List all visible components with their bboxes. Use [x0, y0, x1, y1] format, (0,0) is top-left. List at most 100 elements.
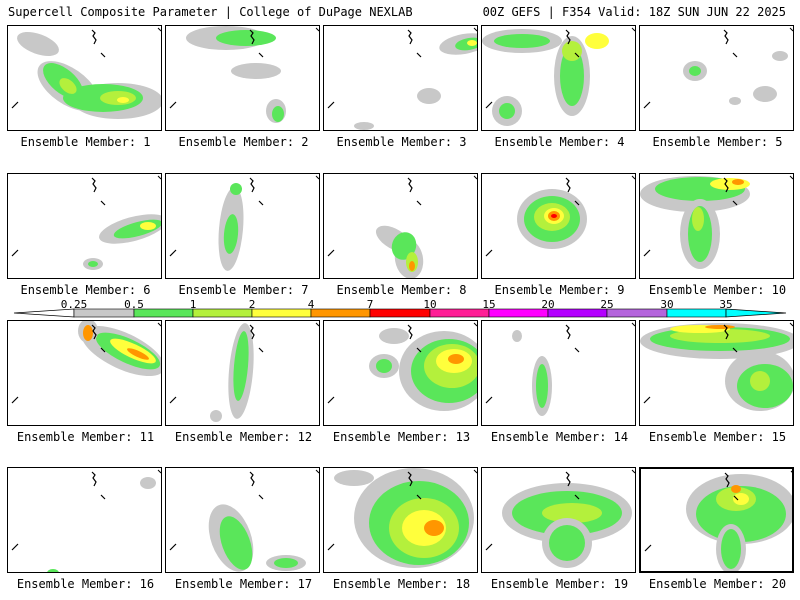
scp-contour: [409, 261, 415, 271]
ensemble-member-panel-4: [481, 25, 636, 131]
scp-contour: [233, 331, 249, 401]
ensemble-member-panel-9: [481, 173, 636, 279]
ensemble-member-panel-8: [323, 173, 478, 279]
scp-field-map-17: [169, 469, 319, 572]
scp-contour: [536, 364, 548, 408]
scp-contour: [732, 179, 744, 185]
ensemble-member-caption-14: Ensemble Member: 14: [490, 430, 629, 444]
legend-max-arrow: [725, 308, 787, 318]
scp-field-map-6: [11, 175, 161, 270]
scp-contour: [733, 493, 749, 505]
scp-contour: [223, 214, 239, 254]
ensemble-member-panel-1: [7, 25, 162, 131]
ensemble-member-caption-4: Ensemble Member: 4: [494, 135, 625, 149]
scp-contour: [231, 63, 281, 79]
scp-field-map-20: [644, 470, 792, 571]
scp-contour: [334, 470, 374, 486]
ensemble-member-panel-12: [165, 320, 320, 426]
legend-tick-label: 25: [600, 298, 614, 311]
ensemble-member-panel-14: [481, 320, 636, 426]
scp-contour: [272, 106, 284, 122]
legend-swatch: [369, 308, 431, 318]
scp-contour: [467, 40, 477, 46]
scp-contour: [274, 558, 298, 568]
scp-contour: [499, 103, 515, 119]
scp-contour: [705, 325, 735, 329]
scp-field-map-13: [327, 322, 477, 411]
ensemble-member-caption-13: Ensemble Member: 13: [332, 430, 471, 444]
scp-contour: [219, 516, 253, 570]
legend-tick-label: 35: [719, 298, 733, 311]
scp-contour: [512, 330, 522, 342]
scp-contour: [753, 86, 777, 102]
scp-contour: [560, 46, 584, 106]
scp-contour: [216, 30, 276, 46]
legend-swatch: [606, 308, 668, 318]
scp-contour: [710, 178, 750, 190]
scp-contour: [354, 122, 374, 130]
scp-contour: [692, 207, 704, 231]
scp-field-map-18: [327, 468, 477, 568]
ensemble-member-panel-18: [323, 467, 478, 573]
legend-swatch: [547, 308, 608, 318]
scp-field-map-2: [169, 26, 319, 123]
scp-contour: [117, 97, 129, 103]
scp-contour: [379, 328, 409, 344]
scp-contour: [140, 477, 156, 489]
ensemble-member-caption-5: Ensemble Member: 5: [652, 135, 783, 149]
ensemble-member-panel-17: [165, 467, 320, 573]
scp-field-map-5: [643, 27, 793, 109]
ensemble-member-caption-18: Ensemble Member: 18: [332, 577, 471, 591]
ensemble-member-caption-9: Ensemble Member: 9: [494, 283, 625, 297]
ensemble-member-caption-1: Ensemble Member: 1: [20, 135, 151, 149]
ensemble-member-caption-17: Ensemble Member: 17: [174, 577, 313, 591]
scp-field-map-8: [327, 175, 477, 278]
scp-contour: [230, 183, 242, 195]
ensemble-member-caption-20: Ensemble Member: 20: [648, 577, 787, 591]
scp-contour: [542, 503, 602, 523]
scp-contour: [448, 354, 464, 364]
scp-contour: [424, 520, 444, 536]
ensemble-member-caption-11: Ensemble Member: 11: [16, 430, 155, 444]
valid-time: 00Z GEFS | F354 Valid: 18Z SUN JUN 22 20…: [482, 5, 786, 19]
scp-field-map-1: [11, 27, 161, 119]
scp-field-map-7: [169, 175, 319, 271]
ensemble-member-panel-11: [7, 320, 162, 426]
scp-contour: [585, 33, 609, 49]
ensemble-member-panel-6: [7, 173, 162, 279]
ensemble-member-panel-10: [639, 173, 794, 279]
scp-contour: [750, 371, 770, 391]
ensemble-member-caption-6: Ensemble Member: 6: [20, 283, 151, 297]
scp-field-map-15: [640, 322, 793, 411]
scp-contour: [17, 31, 59, 57]
scp-contour: [47, 569, 59, 572]
scp-contour: [549, 525, 585, 561]
legend-colorbar: [13, 308, 787, 318]
ensemble-member-caption-12: Ensemble Member: 12: [174, 430, 313, 444]
scp-field-map-16: [11, 469, 161, 572]
scp-contour: [729, 97, 741, 105]
scp-contour: [494, 34, 550, 48]
scp-contour: [140, 222, 156, 230]
legend-tick-label: 10: [423, 298, 437, 311]
legend-swatch: [429, 308, 490, 318]
color-legend: [0, 298, 800, 322]
ensemble-member-panel-16: [7, 467, 162, 573]
ensemble-member-panel-7: [165, 173, 320, 279]
ensemble-member-caption-19: Ensemble Member: 19: [490, 577, 629, 591]
ensemble-member-panel-2: [165, 25, 320, 131]
legend-swatch: [488, 308, 549, 318]
legend-swatch: [251, 308, 312, 318]
scp-field-map-3: [327, 27, 477, 130]
ensemble-member-panel-5: [639, 25, 794, 131]
ensemble-member-caption-2: Ensemble Member: 2: [178, 135, 309, 149]
scp-contour: [551, 214, 557, 218]
ensemble-member-caption-7: Ensemble Member: 7: [178, 283, 309, 297]
legend-tick-label: 20: [541, 298, 555, 311]
legend-swatch: [666, 308, 727, 318]
ensemble-member-panel-13: [323, 320, 478, 426]
scp-field-map-9: [485, 175, 635, 257]
scp-contour: [376, 359, 392, 373]
map-title: Supercell Composite Parameter | College …: [8, 5, 413, 19]
ensemble-member-panel-15: [639, 320, 794, 426]
